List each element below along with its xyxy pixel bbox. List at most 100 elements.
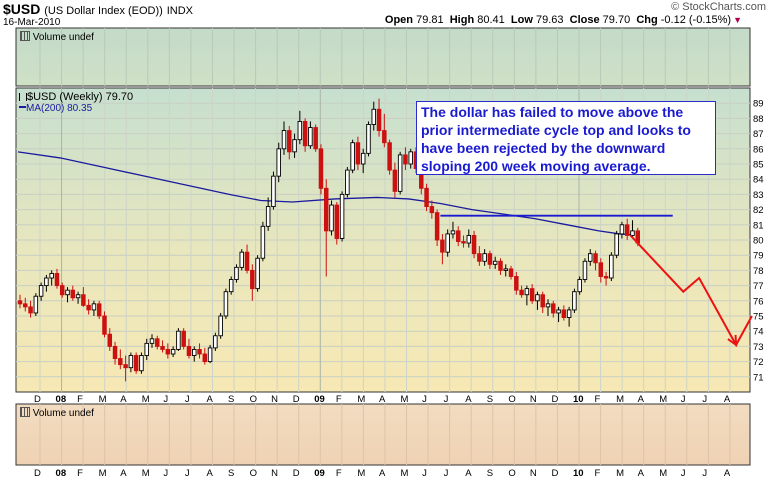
- candle-body: [624, 224, 630, 236]
- annotation-line-3: have been rejected by the downward: [421, 140, 666, 156]
- y-tick-label: 88: [753, 114, 764, 125]
- y-tick-label: 75: [753, 312, 764, 323]
- candle-body: [38, 285, 44, 297]
- candlestick: [302, 118, 308, 152]
- open-value: 79.81: [416, 14, 444, 26]
- candlestick: [287, 126, 292, 160]
- candlestick: [323, 179, 329, 277]
- candle-body: [149, 338, 155, 344]
- candlestick: [614, 230, 619, 259]
- top-volume-panel: [15, 27, 751, 87]
- candlestick: [376, 98, 382, 137]
- x-tick-label: M: [99, 468, 107, 479]
- symbol-text: $USD: [3, 1, 41, 17]
- annotation-line-4: sloping 200 week moving average.: [421, 158, 651, 174]
- candle-body: [397, 154, 403, 192]
- candle-body: [360, 152, 366, 165]
- candlestick: [308, 121, 313, 149]
- bottom-volume-panel: [15, 403, 751, 466]
- x-tick-label: D: [293, 394, 300, 405]
- candlestick: [165, 343, 171, 359]
- candle-body: [540, 294, 545, 308]
- candle-body: [482, 253, 487, 262]
- candlestick: [112, 341, 118, 365]
- x-tick-label: A: [638, 394, 645, 405]
- x-tick-label: A: [206, 468, 213, 479]
- candle-body: [450, 230, 456, 235]
- candle-body: [213, 335, 218, 349]
- candle-body: [75, 294, 81, 299]
- candlestick: [260, 221, 266, 262]
- candlestick: [603, 271, 609, 286]
- candle-body: [630, 230, 635, 236]
- annotation-line-1: The dollar has failed to move above the: [421, 104, 684, 120]
- candlestick: [218, 312, 223, 339]
- candlestick: [65, 287, 70, 303]
- candle-body: [281, 130, 287, 150]
- x-tick-label: J: [702, 468, 707, 479]
- x-tick-label: O: [508, 468, 515, 479]
- candlestick: [598, 258, 604, 283]
- candle-body: [17, 300, 23, 305]
- y-tick-label: 83: [753, 190, 764, 201]
- candlestick: [545, 299, 551, 316]
- candle-body: [403, 154, 408, 165]
- candle-body: [59, 285, 65, 296]
- candlestick: [128, 352, 134, 373]
- x-tick-label: M: [357, 394, 365, 405]
- candle-body: [424, 187, 429, 208]
- x-tick-label: J: [681, 468, 686, 479]
- candle-body: [250, 269, 255, 290]
- candle-body: [191, 348, 197, 356]
- candle-body: [271, 175, 276, 208]
- candle-body: [155, 338, 160, 347]
- candlestick: [160, 340, 165, 353]
- annotation-line-2: prior intermediate cycle top and looks t…: [421, 122, 691, 138]
- x-tick-label: S: [487, 468, 493, 479]
- candle-body: [292, 139, 297, 153]
- bottom-volume-legend: Volume undef: [20, 407, 94, 419]
- candlestick: [403, 147, 408, 171]
- candle-body: [471, 234, 477, 255]
- candle-body: [545, 303, 551, 308]
- open-label: Open: [384, 14, 414, 26]
- candle-icon: [19, 93, 27, 101]
- down-triangle-icon: ▼: [733, 15, 742, 25]
- candlestick: [265, 197, 271, 231]
- candlestick: [91, 300, 97, 316]
- x-tick-label: J: [422, 468, 427, 479]
- ma-legend-text: MA(200) 80.35: [26, 103, 93, 114]
- candle-body: [123, 364, 128, 369]
- candlestick: [33, 293, 39, 316]
- forecast-arrowhead-mark: [727, 334, 738, 347]
- candlestick: [535, 291, 540, 310]
- x-tick-label: 10: [573, 468, 584, 479]
- x-tick-label: M: [99, 394, 107, 405]
- y-tick-label: 77: [753, 281, 764, 292]
- price-legend-text: $USD (Weekly) 79.70: [27, 91, 134, 103]
- candlestick: [133, 352, 139, 374]
- candle-body: [529, 288, 535, 302]
- candle-body: [508, 268, 514, 277]
- y-axis-labels: 71 72 73 74 75 76 77 78 79 80 81 82 83 84 85 86 87 88 89: [753, 99, 764, 384]
- candlestick: [176, 328, 181, 351]
- candlestick: [38, 282, 44, 301]
- y-tick-label: 73: [753, 342, 764, 353]
- x-tick-label: D: [34, 468, 41, 479]
- candlestick: [181, 328, 186, 350]
- chg-value: -0.12 (-0.15%): [660, 14, 732, 26]
- candle-body: [112, 345, 118, 360]
- x-tick-label: F: [595, 468, 601, 479]
- ma-legend: MA(200) 80.35: [19, 103, 92, 114]
- candlestick: [213, 332, 218, 351]
- close-label: Close: [569, 14, 600, 26]
- candlestick: [223, 288, 229, 320]
- x-tick-label: A: [120, 394, 127, 405]
- candlestick: [186, 338, 192, 359]
- candle-body: [366, 124, 371, 154]
- candle-body: [503, 268, 509, 271]
- x-tick-label: S: [228, 468, 234, 479]
- candlestick: [44, 274, 49, 292]
- candlestick: [582, 258, 588, 283]
